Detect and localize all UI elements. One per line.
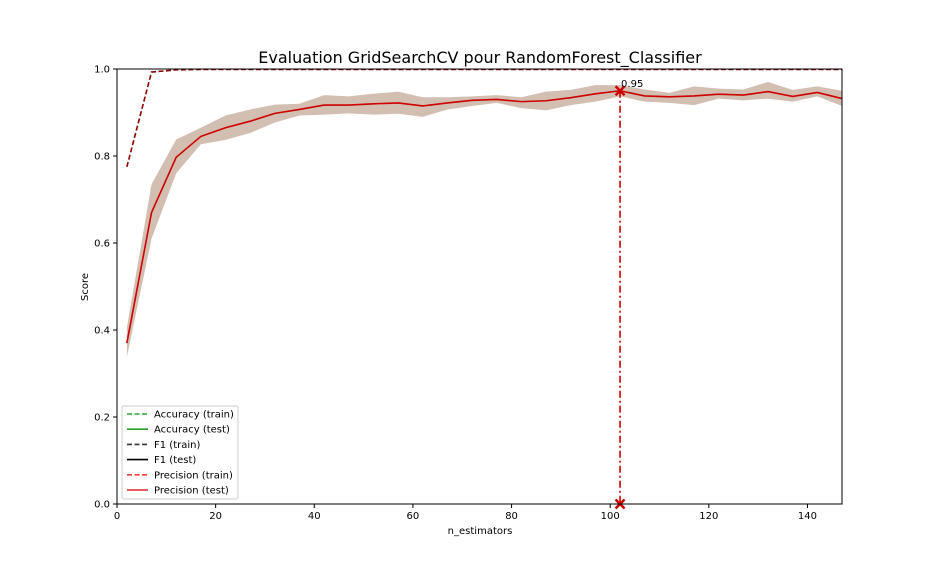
y-axis-label: Score <box>80 273 91 301</box>
y-tick-label: 0.4 <box>94 326 110 337</box>
x-tick-label: 120 <box>699 511 718 522</box>
plot-frame <box>116 68 843 505</box>
legend-label: Accuracy (train) <box>154 410 234 421</box>
legend: Accuracy (train) Accuracy (test) F1 (train… <box>121 405 239 500</box>
legend-label: F1 (train) <box>154 440 200 451</box>
legend-box <box>121 405 239 500</box>
legend-label: Precision (test) <box>154 486 229 497</box>
legend-label: Precision (train) <box>154 470 233 481</box>
best-point-label: 0.95 <box>621 79 643 90</box>
x-tick-label: 100 <box>601 511 620 522</box>
y-tick-label: 0.2 <box>94 413 110 424</box>
chart-title: Evaluation GridSearchCV pour RandomFores… <box>258 48 702 68</box>
x-tick-label: 80 <box>505 511 518 522</box>
y-tick-label: 0.6 <box>94 239 110 250</box>
x-tick-label: 140 <box>798 511 817 522</box>
legend-label: Accuracy (test) <box>154 425 230 436</box>
x-axis-label: n_estimators <box>448 526 513 537</box>
y-tick-label: 0.0 <box>94 500 110 511</box>
legend-label: F1 (test) <box>154 455 196 466</box>
series-line <box>126 89 843 344</box>
x-tick-label: 0 <box>114 511 120 522</box>
x-tick-label: 60 <box>407 511 420 522</box>
x-tick-label: 40 <box>308 511 321 522</box>
best-point-marker <box>614 85 626 97</box>
x-tick-label: 20 <box>209 511 222 522</box>
y-tick-label: 1.0 <box>94 65 110 76</box>
y-tick-label: 0.8 <box>94 152 110 163</box>
